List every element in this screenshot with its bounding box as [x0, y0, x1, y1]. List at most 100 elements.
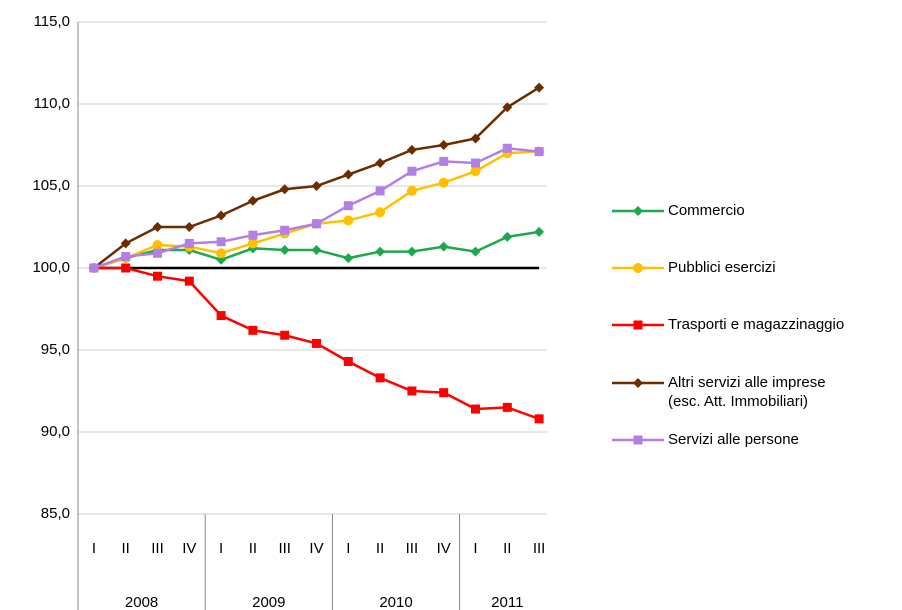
- marker: [470, 246, 481, 257]
- x-tick-label: I: [92, 540, 96, 557]
- marker: [438, 140, 449, 150]
- marker: [247, 238, 258, 249]
- marker: [633, 320, 643, 330]
- legend-label: Servizi alle persone: [668, 431, 799, 448]
- marker: [534, 147, 544, 157]
- marker: [439, 156, 449, 166]
- marker: [438, 177, 449, 188]
- marker: [248, 230, 258, 240]
- x-tick-label: II: [376, 540, 384, 557]
- marker: [375, 207, 386, 218]
- x-tick-label: III: [278, 540, 291, 557]
- marker: [633, 378, 643, 388]
- marker: [121, 263, 131, 273]
- marker: [343, 169, 354, 180]
- marker: [312, 338, 321, 348]
- y-tick-label: 105,0: [32, 177, 70, 194]
- marker: [216, 254, 227, 265]
- y-tick-label: 90,0: [41, 423, 70, 440]
- marker: [633, 435, 643, 445]
- marker: [216, 248, 227, 259]
- marker: [633, 263, 643, 273]
- marker: [153, 271, 162, 281]
- year-label: 2008: [125, 594, 158, 610]
- legend-label: Pubblici esercizi: [668, 259, 776, 276]
- marker: [343, 356, 353, 366]
- x-tick-label: III: [533, 540, 546, 557]
- x-tick-label: I: [346, 540, 350, 557]
- marker: [502, 231, 513, 242]
- marker: [280, 330, 290, 340]
- marker: [470, 133, 481, 144]
- marker: [311, 181, 322, 191]
- marker: [89, 263, 99, 273]
- marker: [534, 226, 545, 237]
- marker: [121, 252, 131, 262]
- marker: [152, 240, 163, 251]
- marker: [439, 388, 449, 398]
- marker: [534, 82, 545, 93]
- year-label: 2010: [379, 594, 412, 610]
- marker: [343, 253, 354, 264]
- marker: [184, 222, 195, 232]
- marker: [375, 186, 385, 196]
- marker: [407, 386, 417, 396]
- marker: [184, 276, 194, 286]
- marker: [280, 225, 290, 235]
- marker: [407, 166, 417, 176]
- x-tick-label: IV: [182, 540, 196, 557]
- marker: [343, 215, 354, 226]
- marker: [120, 238, 131, 249]
- marker: [375, 246, 386, 257]
- marker: [406, 185, 417, 196]
- marker: [279, 244, 290, 255]
- legend-label: Trasporti e magazzinaggio: [668, 316, 845, 333]
- marker: [152, 222, 163, 232]
- marker: [184, 238, 194, 248]
- marker: [153, 248, 162, 258]
- legend-label: Commercio: [668, 202, 745, 219]
- x-tick-label: IV: [437, 540, 451, 557]
- marker: [248, 325, 258, 335]
- marker: [216, 311, 226, 321]
- x-tick-label: II: [249, 540, 257, 557]
- marker: [534, 414, 544, 424]
- x-tick-label: II: [122, 540, 130, 557]
- x-tick-label: I: [473, 540, 477, 557]
- y-tick-label: 115,0: [34, 13, 70, 30]
- marker: [247, 195, 258, 206]
- year-label: 2011: [491, 594, 523, 610]
- x-tick-label: IV: [309, 540, 323, 557]
- marker: [471, 404, 480, 414]
- marker: [311, 244, 322, 255]
- marker: [312, 219, 321, 229]
- marker: [502, 402, 512, 412]
- marker: [279, 184, 290, 195]
- marker: [633, 206, 643, 216]
- x-tick-label: II: [503, 540, 511, 557]
- marker: [406, 246, 417, 257]
- y-tick-label: 95,0: [41, 341, 70, 358]
- marker: [438, 241, 449, 252]
- marker: [375, 158, 386, 169]
- y-tick-label: 85,0: [41, 505, 70, 522]
- y-tick-label: 110,0: [34, 95, 70, 112]
- marker: [406, 144, 417, 155]
- year-label: 2009: [252, 594, 285, 610]
- x-tick-label: III: [406, 540, 419, 557]
- marker: [375, 373, 385, 383]
- marker: [216, 237, 226, 247]
- legend-label: Altri servizi alle imprese (esc. Att. Im…: [668, 374, 826, 410]
- marker: [471, 158, 480, 168]
- marker: [343, 201, 353, 211]
- marker: [502, 143, 512, 153]
- series-line: [93, 86, 540, 269]
- y-tick-label: 100,0: [32, 259, 70, 276]
- marker: [470, 166, 481, 177]
- x-tick-label: I: [219, 540, 223, 557]
- marker: [502, 102, 513, 113]
- marker: [216, 210, 227, 221]
- x-tick-label: III: [151, 540, 164, 557]
